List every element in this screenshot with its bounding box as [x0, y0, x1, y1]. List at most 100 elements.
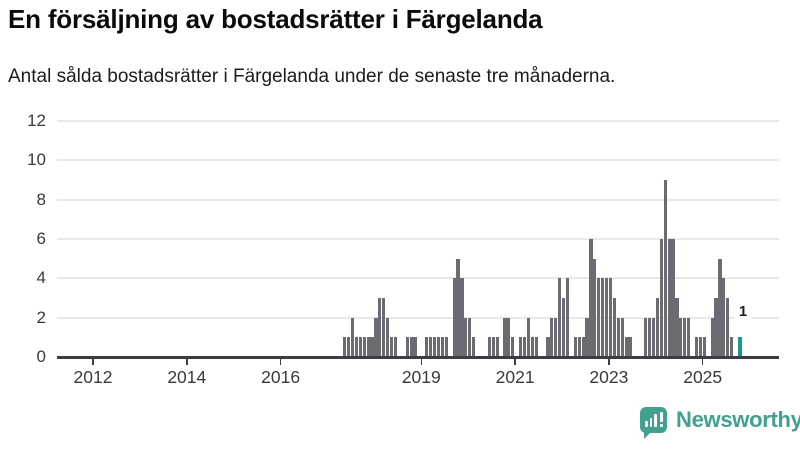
x-axis-label: 2016	[261, 367, 301, 387]
bar	[378, 298, 382, 357]
mini-bar-chart-glyph	[645, 412, 664, 427]
bar	[358, 337, 362, 357]
gridline-y10	[57, 159, 779, 162]
bar	[374, 317, 378, 357]
x-axis-tick-2019	[420, 358, 423, 365]
x-axis-label: 2012	[73, 367, 113, 387]
bar	[460, 278, 464, 357]
bar	[530, 337, 534, 357]
bar	[456, 258, 460, 357]
bar	[581, 337, 585, 357]
bar	[507, 317, 511, 357]
bar	[413, 337, 417, 357]
newsworthy-bubble-chart-icon	[640, 407, 667, 439]
bar	[687, 317, 691, 357]
bar	[585, 317, 589, 357]
x-axis-tick-2012	[92, 358, 94, 365]
gridline-y6	[57, 238, 779, 240]
bar	[679, 317, 683, 357]
bar	[565, 278, 570, 357]
y-axis-label: 12	[27, 111, 46, 130]
bar	[718, 258, 722, 357]
bar	[362, 337, 366, 357]
bar	[647, 317, 652, 357]
bar	[546, 337, 550, 357]
newsworthy-logo-text: Newsworthy	[676, 407, 800, 432]
bar	[511, 337, 515, 357]
gridline-y12	[57, 120, 779, 122]
bar	[710, 317, 714, 357]
y-axis-label: 10	[27, 150, 46, 170]
bar	[519, 337, 523, 357]
bar	[526, 317, 530, 357]
bar	[671, 239, 675, 357]
bar	[702, 337, 706, 357]
bar	[714, 298, 718, 357]
bar	[343, 337, 347, 357]
chart-title: En försäljning av bostadsrätter i Färgel…	[8, 4, 543, 34]
x-axis-tick-2016	[279, 358, 282, 365]
speech-bubble-tail	[644, 432, 651, 439]
bar	[468, 317, 472, 357]
bar	[616, 317, 620, 357]
bar	[644, 317, 648, 357]
bar	[522, 337, 527, 357]
bar	[722, 278, 726, 357]
bar	[393, 337, 398, 357]
bar	[655, 298, 659, 357]
gridline-y2	[57, 316, 779, 319]
bar	[354, 337, 359, 357]
bar	[651, 317, 656, 357]
bar	[593, 258, 597, 357]
x-axis-tick-2014	[186, 358, 188, 365]
bar	[433, 337, 437, 357]
plot-area	[57, 120, 779, 357]
bar	[628, 337, 632, 357]
newsworthy-logo[interactable]: Newsworthy	[640, 407, 800, 439]
bar	[350, 317, 355, 357]
last-value-label: 1	[734, 303, 752, 321]
bar	[452, 278, 456, 357]
bar-latest-highlight	[737, 337, 743, 357]
bar	[558, 278, 562, 357]
bar	[577, 337, 581, 357]
bar	[726, 298, 730, 357]
bar	[495, 337, 499, 357]
bar	[698, 337, 702, 357]
bar	[608, 278, 613, 357]
gridline-y8	[57, 198, 779, 201]
bar	[601, 278, 605, 357]
x-axis-label: 2019	[401, 367, 441, 387]
y-axis-label: 8	[36, 189, 46, 209]
x-axis-tick-2023	[608, 358, 610, 365]
y-axis-label: 0	[36, 347, 46, 366]
bar	[440, 337, 445, 357]
x-axis-label: 2023	[589, 367, 629, 387]
bar	[589, 239, 593, 357]
bar	[675, 298, 679, 357]
gridline-y4	[57, 277, 779, 280]
x-axis-label: 2021	[495, 367, 535, 387]
bar	[694, 337, 699, 357]
bar	[550, 317, 554, 357]
bar	[425, 337, 429, 357]
bar	[370, 337, 374, 357]
x-axis-tick-2025	[701, 358, 704, 365]
bar	[366, 337, 370, 357]
bar	[612, 298, 616, 357]
bar	[464, 317, 468, 357]
bar	[429, 337, 433, 357]
exclamation-glyph	[659, 412, 664, 427]
bar	[663, 180, 667, 357]
x-axis-label: 2014	[167, 367, 207, 387]
bar	[534, 337, 538, 357]
x-axis-line	[57, 356, 779, 359]
y-axis-label: 4	[36, 268, 46, 288]
bar	[683, 317, 687, 357]
y-axis-label: 2	[36, 307, 46, 327]
y-axis-label: 6	[36, 229, 46, 248]
bar	[554, 317, 558, 357]
x-axis-label: 2025	[683, 367, 723, 387]
bar	[604, 278, 609, 357]
